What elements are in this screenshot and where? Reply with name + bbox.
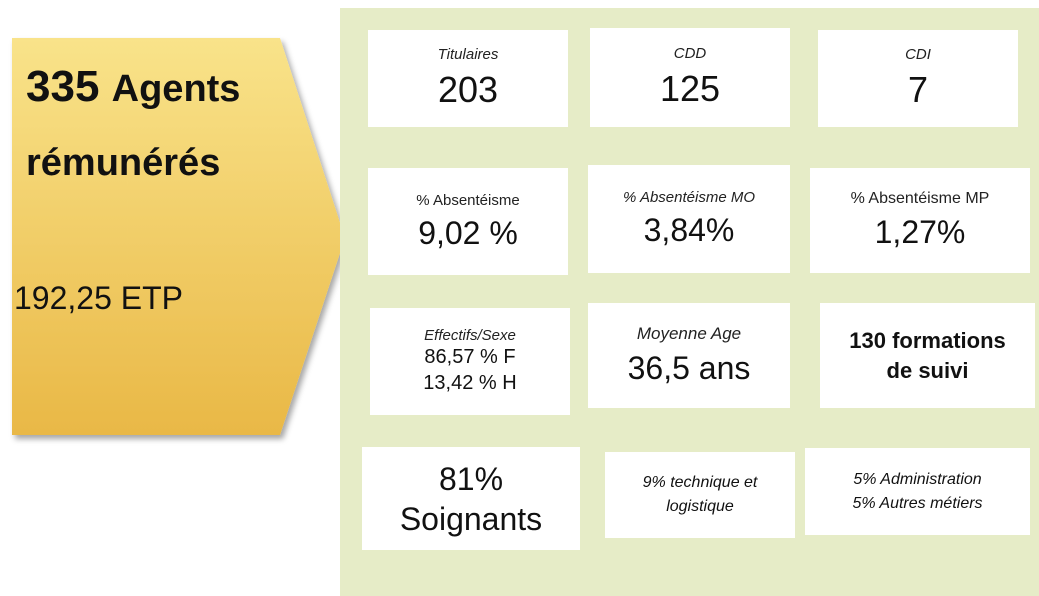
card: 130 formations de suivi <box>820 303 1035 408</box>
card-line: 5% Administration <box>853 470 982 488</box>
card-line: de suivi <box>886 357 969 383</box>
agents-heading: 335 Agents <box>26 62 240 112</box>
card: % Absentéisme MO 3,84% <box>588 165 790 273</box>
card-value: 7 <box>907 69 929 110</box>
card-label: CDI <box>905 46 931 63</box>
card-label: Moyenne Age <box>636 324 742 343</box>
card: % Absentéisme 9,02 % <box>368 168 568 275</box>
card-label: Titulaires <box>437 46 499 63</box>
card-line: 81% <box>438 460 504 497</box>
card-value: 9,02 % <box>418 214 518 251</box>
card-line: 9% technique et <box>642 474 758 491</box>
card-label: Effectifs/Sexe <box>424 327 516 344</box>
card-line: 5% Autres métiers <box>852 494 983 512</box>
card-line: 13,42 % H <box>423 372 517 394</box>
card-label: % Absentéisme MO <box>623 189 755 206</box>
etp: 192,25 ETP <box>14 280 183 316</box>
agents-count: 335 <box>26 62 100 111</box>
card: Titulaires 203 <box>368 30 568 127</box>
card: Effectifs/Sexe 86,57 % F 13,42 % H <box>370 308 570 415</box>
card-line: logistique <box>666 498 734 515</box>
card: % Absentéisme MP 1,27% <box>810 168 1030 273</box>
agents-line2: rémunérés <box>26 142 221 184</box>
card-line: 86,57 % F <box>424 346 516 368</box>
card: 5% Administration 5% Autres métiers <box>805 448 1030 535</box>
arrow-shape <box>12 38 345 435</box>
card-value: 203 <box>437 69 499 110</box>
card-line: Soignants <box>399 500 543 537</box>
card: Moyenne Age 36,5 ans <box>588 303 790 408</box>
card: 9% technique et logistique <box>605 452 795 538</box>
card-label: % Absentéisme <box>416 191 520 209</box>
card: 81% Soignants <box>362 447 580 550</box>
agents-label: Agents <box>111 68 241 110</box>
card-line: 130 formations <box>849 327 1006 353</box>
card-label: CDD <box>673 45 707 62</box>
card-value: 125 <box>659 68 721 109</box>
card: CDI 7 <box>818 30 1018 127</box>
card-label: % Absentéisme MP <box>850 190 990 207</box>
card: CDD 125 <box>590 28 790 127</box>
card-value: 1,27% <box>874 214 966 250</box>
card-value: 3,84% <box>643 212 735 248</box>
card-value: 36,5 ans <box>627 350 751 386</box>
